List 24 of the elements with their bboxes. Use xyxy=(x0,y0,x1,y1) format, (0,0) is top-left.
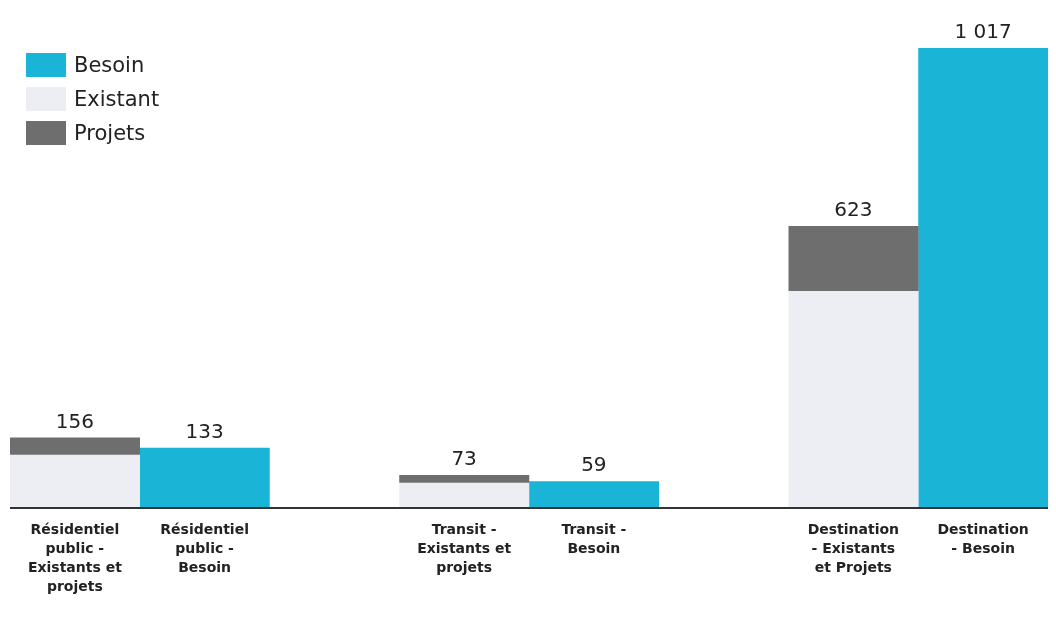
x-tick-label: Résidentiel public - Besoin xyxy=(160,521,249,575)
bar xyxy=(918,48,1048,508)
annotation: 1 017 xyxy=(954,19,1012,43)
x-tick-label: Transit - Besoin xyxy=(561,521,627,556)
bar xyxy=(788,226,919,291)
legend-label: Projets xyxy=(74,120,146,147)
x-tick-label: Destination - Besoin xyxy=(937,521,1029,556)
x-tick-label: Résidentiel public - Existants et projets xyxy=(27,521,123,594)
annotation: 59 xyxy=(581,452,607,477)
bar xyxy=(788,290,919,508)
annotation: 156 xyxy=(55,408,94,433)
bar xyxy=(139,447,270,508)
legend-label: Existant xyxy=(74,86,160,113)
legend-label: Besoin xyxy=(74,52,145,79)
bar xyxy=(10,454,140,508)
bar xyxy=(10,437,140,455)
bar xyxy=(529,481,659,508)
x-tick-label: Transit - Existants et projets xyxy=(417,521,512,575)
x-tick-label: Destination - Existants et Projets xyxy=(807,521,900,575)
bar xyxy=(399,474,530,483)
annotation: 73 xyxy=(451,445,477,470)
annotation: 623 xyxy=(834,197,873,222)
bar xyxy=(399,482,530,508)
annotation: 133 xyxy=(185,418,224,443)
